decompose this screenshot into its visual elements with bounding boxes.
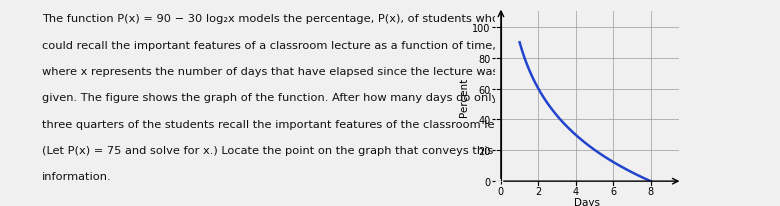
Text: information.: information. <box>42 171 112 181</box>
X-axis label: Days: Days <box>574 198 600 206</box>
Text: could recall the important features of a classroom lecture as a function of time: could recall the important features of a… <box>42 41 496 50</box>
Text: where x represents the number of days that have elapsed since the lecture was: where x represents the number of days th… <box>42 67 498 77</box>
Text: (Let P(x) = 75 and solve for x.) Locate the point on the graph that conveys this: (Let P(x) = 75 and solve for x.) Locate … <box>42 145 494 155</box>
Y-axis label: Percent: Percent <box>459 77 470 116</box>
Text: three quarters of the students recall the important features of the classroom le: three quarters of the students recall th… <box>42 119 530 129</box>
Text: given. The figure shows the graph of the function. After how many days do only: given. The figure shows the graph of the… <box>42 93 498 103</box>
Text: The function P(x) = 90 − 30 log₂x models the percentage, P(x), of students who: The function P(x) = 90 − 30 log₂x models… <box>42 14 499 24</box>
